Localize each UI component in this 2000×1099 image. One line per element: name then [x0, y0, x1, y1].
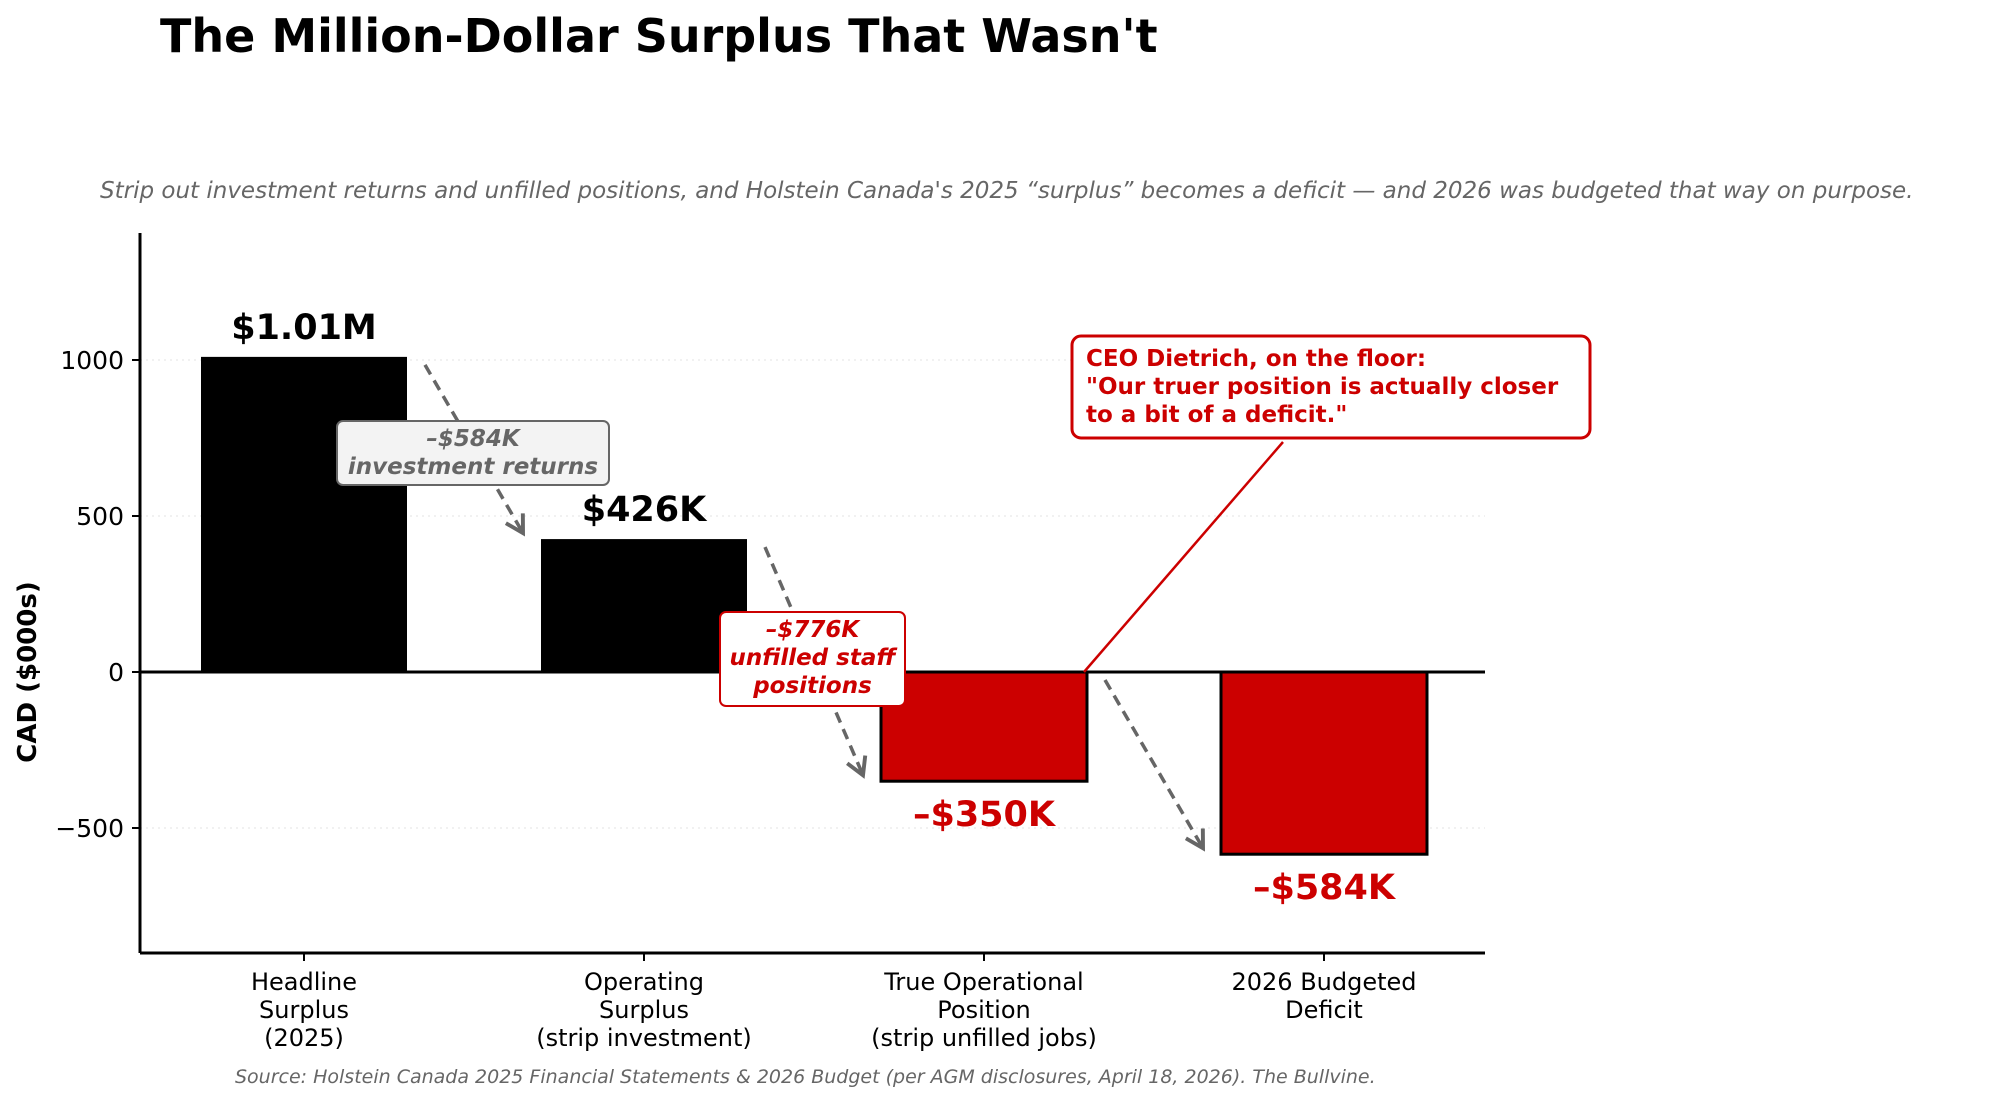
adjustment-arrow [1103, 679, 1205, 852]
adjustment-label: –$584K [426, 426, 522, 452]
data-label: –$584K [1253, 868, 1397, 908]
data-label: $426K [582, 490, 708, 530]
callout-pointer [1083, 441, 1284, 673]
bar [879, 670, 1089, 783]
adjustment-arrow [763, 546, 868, 779]
bars [201, 356, 1429, 856]
bar [1219, 670, 1429, 856]
callout-text: CEO Dietrich, on the floor: [1086, 346, 1426, 372]
x-tick-label: (2025) [264, 1024, 344, 1052]
bar [201, 356, 407, 672]
y-tick-label: 1000 [60, 346, 124, 375]
x-tick-label: (strip investment) [536, 1024, 752, 1052]
data-label: $1.01M [231, 308, 377, 348]
x-tick-label: 2026 Budgeted [1231, 968, 1416, 996]
source-note: Source: Holstein Canada 2025 Financial S… [235, 1066, 1376, 1088]
data-label: –$350K [913, 795, 1057, 835]
chart-title: The Million-Dollar Surplus That Wasn't [160, 9, 1158, 63]
adjustment-label-box [719, 611, 906, 707]
x-tick-label: Surplus [259, 996, 349, 1024]
callout-text: "Our truer position is actually closer [1086, 374, 1559, 400]
x-tick-label: Headline [251, 968, 357, 996]
x-tick-label: Position [937, 996, 1030, 1024]
x-tick-label: Operating [584, 968, 704, 996]
bar-value-labels: $1.01M $426K –$350K –$584K [231, 308, 1397, 908]
adjustment-label: –$776K [766, 617, 862, 643]
y-axis-label: CAD ($000s) [13, 581, 43, 762]
x-tick-label: (strip unfilled jobs) [871, 1024, 1097, 1052]
adjustment-label: positions [752, 673, 872, 699]
chart-subtitle: Strip out investment returns and unfille… [100, 178, 1913, 204]
x-tick-label: Deficit [1285, 996, 1363, 1024]
y-tick-label: 500 [76, 502, 124, 531]
adjustment-label: investment returns [348, 454, 598, 480]
x-tick-label: True Operational [883, 968, 1083, 996]
callout-box [1070, 334, 1592, 440]
adjustment-label: unfilled staff [729, 645, 898, 671]
y-tick-label: 0 [108, 658, 124, 687]
bar [541, 539, 747, 672]
x-tick-label: Surplus [599, 996, 689, 1024]
y-tick-label: −500 [55, 814, 124, 843]
callout-text: to a bit of a deficit." [1086, 402, 1347, 428]
adjustment-label-box [336, 420, 610, 486]
grid-lines [140, 359, 1485, 829]
